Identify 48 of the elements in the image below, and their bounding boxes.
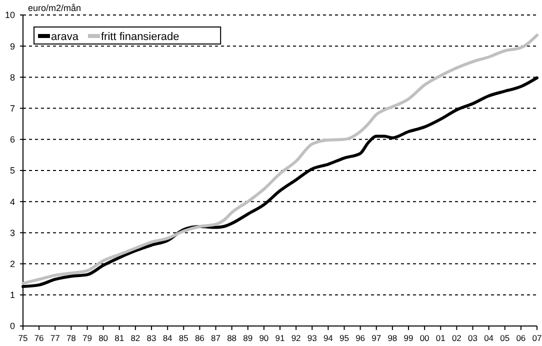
y-axis-title: euro/m2/mån [28,3,82,13]
y-tick-label: 6 [10,134,15,145]
x-tick-label: 95 [340,333,350,343]
y-tick-label: 0 [10,321,15,332]
y-tick-label: 10 [4,10,15,20]
y-tick-label: 3 [10,228,15,238]
y-tick-label: 1 [10,290,15,300]
line-series [22,34,538,285]
x-tick-label: 89 [243,333,253,343]
x-tick-label: 00 [420,333,430,343]
x-tick-label: 84 [162,333,173,343]
x-tick-label: 01 [436,333,446,343]
x-tick-label: 81 [114,333,124,343]
y-tick-label: 4 [10,196,15,207]
x-tick-label: 05 [500,333,510,343]
legend-label: fritt finansierade [101,31,180,43]
x-tick-label: 82 [130,333,140,343]
x-tick-label: 97 [372,333,382,343]
x-tick-label: 91 [275,333,285,343]
x-tick-label: 79 [82,333,92,343]
x-tick-label: 07 [532,333,542,343]
x-tick-label: 86 [194,333,205,343]
legend-label: arava [51,31,80,43]
x-tick-label: 99 [404,333,414,343]
y-tick-label: 8 [10,72,15,82]
x-tick-label: 83 [146,333,156,343]
x-tick-label: 94 [323,333,334,343]
y-tick-label: 9 [10,41,15,52]
x-tick-label: 98 [388,333,398,343]
x-tick-label: 03 [468,333,478,343]
x-tick-label: 92 [291,333,302,343]
y-tick-label: 5 [10,166,15,176]
x-tick-label: 80 [98,333,108,343]
x-tick-label: 88 [227,333,237,343]
x-tick-label: 76 [34,333,44,343]
x-tick-label: 75 [18,333,28,343]
x-tick-label: 77 [50,333,60,343]
x-tick-label: 02 [452,333,462,343]
x-tick-label: 06 [516,333,526,343]
x-tick-label: 87 [211,333,221,343]
x-tick-label: 96 [356,333,366,343]
y-tick-label: 2 [10,258,15,269]
x-tick-label: 04 [484,333,494,343]
y-tick-label: 7 [10,103,15,114]
x-tick-label: 85 [178,333,189,343]
x-tick-label: 78 [66,333,76,343]
x-tick-label: 90 [259,333,269,343]
x-tick-label: 93 [307,333,318,343]
